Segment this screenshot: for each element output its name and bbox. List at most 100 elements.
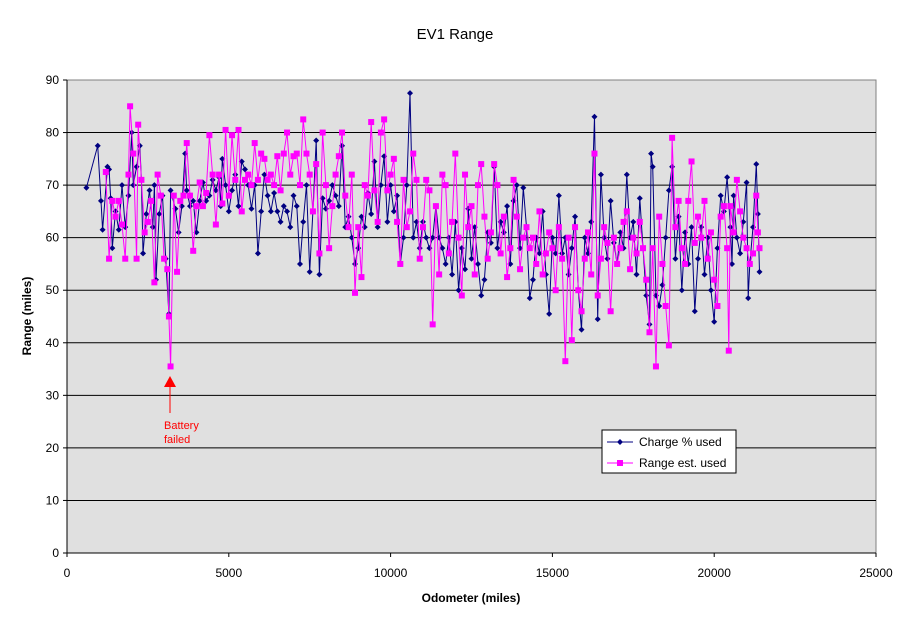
data-point bbox=[588, 271, 595, 278]
data-point bbox=[154, 171, 161, 178]
data-point bbox=[416, 255, 423, 262]
data-point bbox=[646, 329, 653, 336]
data-point bbox=[604, 239, 611, 246]
data-point bbox=[614, 260, 621, 267]
data-point bbox=[403, 182, 410, 189]
data-point bbox=[119, 182, 126, 189]
data-point bbox=[452, 150, 459, 157]
data-point bbox=[481, 213, 488, 220]
data-point bbox=[727, 203, 734, 210]
x-tick-label: 20000 bbox=[698, 566, 732, 580]
data-point bbox=[238, 208, 245, 215]
data-point bbox=[258, 208, 265, 215]
data-point bbox=[455, 234, 462, 241]
x-tick-label: 0 bbox=[64, 566, 71, 580]
data-point bbox=[225, 192, 232, 199]
data-point bbox=[465, 224, 472, 231]
y-tick-label: 40 bbox=[46, 336, 60, 350]
data-point bbox=[517, 266, 524, 273]
data-point bbox=[384, 218, 391, 225]
data-point bbox=[251, 140, 258, 147]
annotation-text-line2: failed bbox=[164, 434, 190, 446]
data-point bbox=[245, 171, 252, 178]
data-point bbox=[662, 302, 669, 309]
data-point bbox=[358, 274, 365, 281]
data-point bbox=[151, 182, 158, 189]
data-point bbox=[575, 287, 582, 294]
data-point bbox=[513, 182, 520, 189]
y-tick-label: 20 bbox=[46, 441, 60, 455]
data-point bbox=[737, 250, 744, 257]
data-point bbox=[177, 197, 184, 204]
data-point bbox=[682, 260, 689, 267]
data-point bbox=[225, 208, 232, 215]
data-point bbox=[397, 260, 404, 267]
data-point bbox=[235, 203, 242, 210]
data-point bbox=[678, 245, 685, 252]
data-point bbox=[555, 224, 562, 231]
data-point bbox=[623, 171, 630, 178]
data-point bbox=[591, 113, 598, 120]
data-point bbox=[264, 192, 271, 199]
data-point bbox=[287, 224, 294, 231]
data-point bbox=[594, 316, 601, 323]
data-point bbox=[94, 142, 101, 149]
data-point bbox=[254, 250, 261, 257]
data-point bbox=[691, 239, 698, 246]
data-point bbox=[701, 197, 708, 204]
data-point bbox=[222, 182, 229, 189]
data-point bbox=[219, 200, 226, 207]
data-point bbox=[743, 245, 750, 252]
data-point bbox=[649, 245, 656, 252]
y-tick-label: 90 bbox=[46, 73, 60, 87]
data-point bbox=[410, 150, 417, 157]
data-point bbox=[707, 287, 714, 294]
data-point bbox=[180, 192, 187, 199]
data-point bbox=[695, 213, 702, 220]
data-point bbox=[274, 208, 281, 215]
data-point bbox=[345, 224, 352, 231]
data-point bbox=[193, 203, 200, 210]
data-point bbox=[423, 176, 430, 183]
data-point bbox=[271, 182, 278, 189]
data-point bbox=[122, 255, 129, 262]
data-point bbox=[474, 260, 481, 267]
data-point bbox=[167, 187, 174, 194]
data-point bbox=[102, 168, 109, 175]
data-point bbox=[212, 187, 219, 194]
y-tick-label: 80 bbox=[46, 126, 60, 140]
data-point bbox=[526, 245, 533, 252]
data-point bbox=[306, 171, 313, 178]
data-point bbox=[99, 226, 106, 233]
data-point bbox=[529, 234, 536, 241]
data-point bbox=[143, 211, 150, 218]
data-point bbox=[478, 161, 485, 168]
data-point bbox=[290, 153, 297, 160]
x-tick-label: 5000 bbox=[215, 566, 242, 580]
data-point bbox=[161, 255, 168, 262]
legend-box bbox=[601, 429, 737, 474]
data-point bbox=[578, 326, 585, 333]
data-point bbox=[306, 268, 313, 275]
data-point bbox=[125, 192, 132, 199]
data-point bbox=[303, 182, 310, 189]
data-point bbox=[296, 182, 303, 189]
data-point bbox=[714, 245, 721, 252]
data-point bbox=[248, 205, 255, 212]
data-point bbox=[190, 247, 197, 254]
data-point bbox=[737, 208, 744, 215]
data-point bbox=[335, 153, 342, 160]
data-point bbox=[756, 245, 763, 252]
data-point bbox=[358, 213, 365, 220]
data-point bbox=[174, 268, 181, 275]
data-point bbox=[468, 203, 475, 210]
data-point bbox=[659, 260, 666, 267]
data-point bbox=[714, 302, 721, 309]
annotation-text-line1: Battery bbox=[164, 420, 199, 432]
data-point bbox=[119, 221, 126, 228]
data-point bbox=[617, 245, 624, 252]
data-point bbox=[717, 192, 724, 199]
data-point bbox=[484, 255, 491, 262]
data-point bbox=[284, 129, 291, 136]
